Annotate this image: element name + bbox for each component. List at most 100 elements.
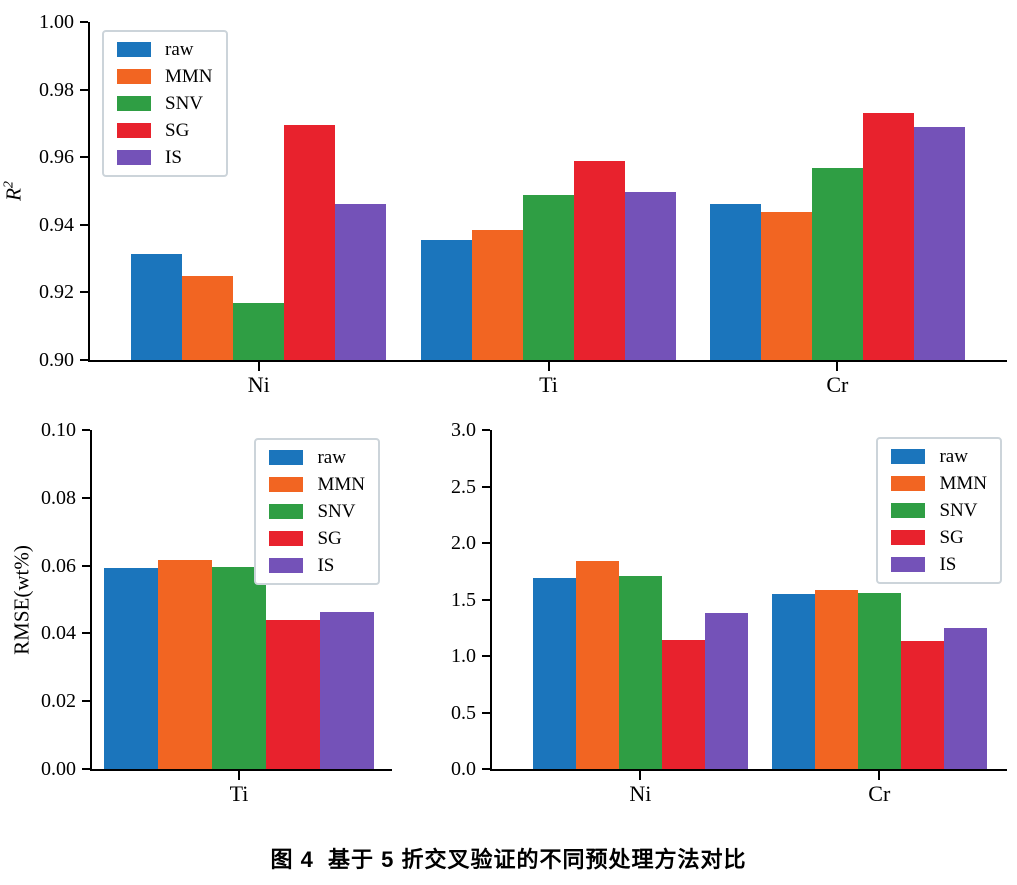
y-tick-label: 0.00: [41, 758, 76, 780]
x-category-label-ti: Ti: [539, 372, 558, 397]
y-tick-label: 3.0: [451, 419, 476, 441]
y-tick-label: 0.96: [39, 146, 74, 169]
x-axis-tick: [547, 362, 550, 371]
y-tick-label: 0.06: [41, 554, 76, 577]
y-axis-tick: [80, 21, 88, 23]
legend-label: raw: [165, 39, 194, 60]
bar-snv-ni: [233, 303, 285, 360]
legend-swatch-mmn: [891, 476, 926, 491]
legend-swatch-raw: [117, 42, 151, 57]
y-axis-tick: [482, 655, 490, 657]
y-tick-label: 0.02: [41, 690, 76, 713]
y-tick-label: 0.10: [41, 419, 76, 441]
y-axis-tick: [82, 564, 90, 567]
bar-snv-ti: [523, 195, 574, 360]
bar-mmn-cr: [760, 212, 812, 360]
legend-label: MMN: [317, 474, 365, 495]
bar-snv-cr: [857, 592, 901, 769]
chart-r2-plot: 0.90 0.92 0.94 0.96 0.98 1.00 Ni Ti Cr R2 raw MMN SN…: [2, 12, 1007, 396]
bar-snv-ti: [212, 567, 266, 769]
legend-label: MMN: [939, 473, 987, 494]
legend-label: IS: [317, 555, 335, 576]
x-axis-tick: [639, 771, 642, 780]
bar-mmn-cr: [814, 590, 858, 769]
y-axis-tick: [80, 156, 88, 159]
x-category-label-ni: Ni: [247, 372, 270, 397]
legend-label: raw: [939, 446, 968, 467]
legend-label: IS: [939, 554, 957, 575]
legend-label: SG: [165, 120, 190, 141]
y-tick-label: 2.5: [451, 475, 476, 498]
y-axis-tick: [80, 223, 88, 226]
bar-raw-ti: [421, 240, 472, 360]
legend-entry-is: IS: [891, 555, 987, 574]
y-tick-label: 1.00: [39, 11, 74, 33]
legend-swatch-snv: [269, 504, 304, 519]
legend-swatch-snv: [891, 503, 926, 518]
legend-swatch-mmn: [117, 69, 151, 84]
bar-raw-ni: [131, 253, 183, 360]
bar-sg-cr: [900, 641, 944, 769]
x-category-label-ni: Ni: [629, 781, 652, 806]
y-axis-label: R2: [1, 181, 26, 201]
y-tick-label: 1.5: [451, 588, 476, 611]
bar-raw-ni: [532, 578, 576, 769]
legend-swatch-raw: [269, 450, 304, 465]
bar-sg-ti: [574, 161, 625, 360]
bar-snv-cr: [811, 168, 863, 360]
y-axis-tick: [482, 485, 490, 488]
x-axis-tick: [257, 362, 260, 371]
y-tick-label: 0.94: [39, 213, 74, 236]
legend-label: IS: [165, 147, 182, 168]
x-category-label-ti: Ti: [229, 781, 249, 806]
y-axis-tick: [80, 291, 88, 294]
y-tick-label: 0.90: [39, 349, 74, 371]
y-axis-tick: [80, 88, 88, 91]
bar-sg-ni: [284, 125, 336, 360]
legend-label: raw: [317, 447, 346, 468]
legend-swatch-raw: [891, 449, 926, 464]
y-axis-tick: [82, 768, 90, 770]
y-axis-tick: [482, 598, 490, 601]
bar-mmn-ti: [158, 560, 212, 769]
x-category-label-cr: Cr: [868, 781, 891, 806]
legend-entry-sg: SG: [891, 528, 987, 547]
y-tick-label: 0.04: [41, 622, 76, 645]
bar-sg-ni: [661, 640, 705, 769]
y-axis-tick: [482, 429, 490, 431]
legend-entry-snv: SNV: [891, 501, 987, 520]
x-axis-tick: [878, 771, 881, 780]
legend: raw MMN SNV SG IS: [876, 437, 1002, 584]
legend-entry-raw: raw: [269, 448, 365, 467]
legend-swatch-sg: [891, 530, 926, 545]
legend-label: SG: [317, 528, 342, 549]
y-tick-label: 0.5: [451, 701, 476, 724]
legend-entry-sg: SG: [117, 121, 213, 140]
legend-label: SNV: [165, 93, 204, 114]
legend-entry-snv: SNV: [269, 502, 365, 521]
bar-mmn-ti: [472, 229, 523, 360]
legend-entry-is: IS: [117, 148, 213, 167]
bar-is-ti: [625, 191, 676, 360]
legend-entry-raw: raw: [891, 447, 987, 466]
bar-mmn-ni: [182, 276, 234, 360]
y-axis-tick: [80, 359, 88, 361]
bar-is-cr: [913, 126, 965, 360]
bar-is-ti: [320, 612, 374, 769]
y-tick-label: 1.0: [451, 645, 476, 667]
bar-is-cr: [943, 627, 987, 769]
legend: raw MMN SNV SG IS: [254, 438, 380, 585]
x-category-label-cr: Cr: [826, 372, 849, 397]
y-tick-label: 0.98: [39, 78, 74, 101]
bar-snv-ni: [618, 575, 662, 769]
legend-label: SNV: [939, 500, 978, 521]
y-tick-label: 0.08: [41, 486, 76, 509]
legend-label: SNV: [317, 501, 356, 522]
y-axis-tick: [82, 496, 90, 499]
y-axis-tick: [82, 700, 90, 703]
y-tick-label: 0.92: [39, 281, 74, 304]
legend-label: SG: [939, 527, 964, 548]
legend-entry-mmn: MMN: [269, 475, 365, 494]
legend-swatch-is: [269, 558, 304, 573]
